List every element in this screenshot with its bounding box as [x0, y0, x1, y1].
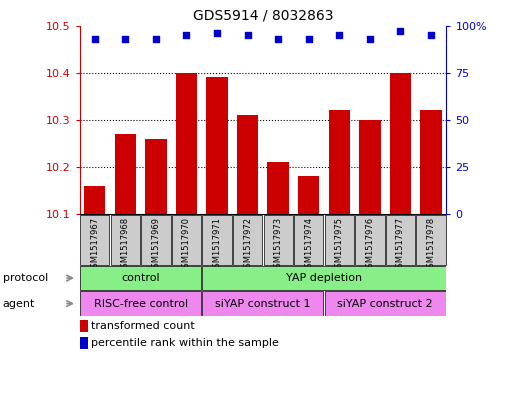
Bar	[359, 120, 381, 214]
Point	[366, 36, 374, 42]
FancyBboxPatch shape	[233, 215, 262, 265]
Text: GSM1517967: GSM1517967	[90, 217, 100, 273]
Text: RISC-free control: RISC-free control	[93, 299, 188, 309]
FancyBboxPatch shape	[141, 215, 171, 265]
FancyBboxPatch shape	[325, 291, 446, 316]
FancyBboxPatch shape	[80, 215, 109, 265]
Bar	[420, 110, 442, 214]
Text: siYAP construct 2: siYAP construct 2	[338, 299, 433, 309]
Bar	[298, 176, 320, 214]
Point	[213, 30, 221, 36]
FancyBboxPatch shape	[264, 215, 293, 265]
Point	[244, 32, 252, 38]
Bar	[115, 134, 136, 214]
FancyBboxPatch shape	[325, 215, 354, 265]
Title: GDS5914 / 8032863: GDS5914 / 8032863	[193, 9, 333, 23]
Text: GSM1517969: GSM1517969	[151, 217, 161, 273]
FancyBboxPatch shape	[111, 215, 140, 265]
Point	[274, 36, 282, 42]
Bar	[206, 77, 228, 214]
Point	[91, 36, 99, 42]
Text: GSM1517975: GSM1517975	[335, 217, 344, 273]
Text: GSM1517977: GSM1517977	[396, 217, 405, 273]
Text: GSM1517978: GSM1517978	[426, 217, 436, 273]
Text: transformed count: transformed count	[91, 321, 195, 331]
Text: GSM1517968: GSM1517968	[121, 217, 130, 273]
Bar	[329, 110, 350, 214]
Text: agent: agent	[3, 299, 35, 309]
Text: siYAP construct 1: siYAP construct 1	[215, 299, 311, 309]
Text: percentile rank within the sample: percentile rank within the sample	[91, 338, 279, 348]
FancyBboxPatch shape	[203, 215, 232, 265]
Text: GSM1517976: GSM1517976	[365, 217, 374, 273]
Bar	[145, 139, 167, 214]
Text: protocol: protocol	[3, 273, 48, 283]
Text: GSM1517973: GSM1517973	[274, 217, 283, 273]
Point	[397, 28, 405, 34]
Point	[121, 36, 129, 42]
Bar	[237, 115, 259, 214]
Bar	[390, 73, 411, 214]
Bar	[84, 186, 106, 214]
Bar	[267, 162, 289, 214]
Point	[305, 36, 313, 42]
Text: control: control	[122, 273, 160, 283]
FancyBboxPatch shape	[294, 215, 323, 265]
FancyBboxPatch shape	[355, 215, 385, 265]
Text: YAP depletion: YAP depletion	[286, 273, 362, 283]
Bar	[80, 336, 88, 349]
Bar	[80, 320, 88, 332]
FancyBboxPatch shape	[80, 291, 201, 316]
FancyBboxPatch shape	[203, 291, 323, 316]
Text: GSM1517974: GSM1517974	[304, 217, 313, 273]
Text: GSM1517971: GSM1517971	[212, 217, 222, 273]
FancyBboxPatch shape	[417, 215, 446, 265]
FancyBboxPatch shape	[386, 215, 415, 265]
Bar	[176, 73, 197, 214]
Text: GSM1517970: GSM1517970	[182, 217, 191, 273]
Point	[335, 32, 343, 38]
FancyBboxPatch shape	[80, 266, 201, 290]
Text: GSM1517972: GSM1517972	[243, 217, 252, 273]
FancyBboxPatch shape	[203, 266, 446, 290]
Point	[183, 32, 191, 38]
Point	[427, 32, 435, 38]
FancyBboxPatch shape	[172, 215, 201, 265]
Point	[152, 36, 160, 42]
